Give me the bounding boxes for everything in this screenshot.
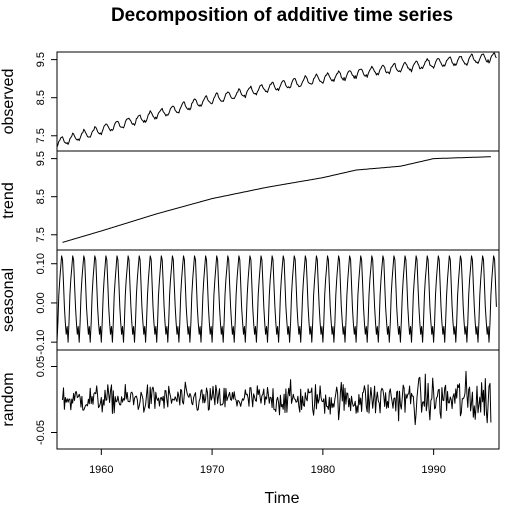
panel-label-random: random [0, 372, 17, 426]
y-tick-label-observed: 9.5 [35, 52, 47, 67]
y-tick-label-trend: 8.5 [35, 189, 47, 204]
series-line-seasonal [56, 255, 497, 343]
chart-title: Decomposition of additive time series [111, 5, 453, 26]
x-tick-label: 1970 [200, 464, 224, 476]
panel-label-seasonal: seasonal [0, 268, 17, 332]
y-tick-label-seasonal: -0.10 [35, 330, 47, 355]
series-line-trend [62, 156, 491, 243]
panel-random: -0.05 0.05 random [0, 349, 500, 450]
panel-frame-trend [56, 150, 500, 251]
panel-seasonal: -0.10 0.00 0.10 seasonal [0, 249, 500, 355]
panel-observed: 7.5 8.5 9.5 observed [0, 51, 500, 152]
y-tick-label-trend: 7.5 [35, 227, 47, 242]
x-axis: 1960 1970 1980 1990 [89, 449, 446, 476]
series-line-random [62, 370, 492, 426]
panels: 7.5 8.5 9.5 observed 7.5 8.5 9.5 trend -0.10 0.00… [0, 51, 500, 450]
x-tick-label: 1960 [89, 464, 113, 476]
panel-label-observed: observed [0, 69, 17, 135]
y-tick-label-random: 0.05 [35, 356, 47, 377]
y-tick-label-seasonal: 0.10 [35, 253, 47, 274]
y-tick-label-seasonal: 0.00 [35, 292, 47, 313]
x-tick-label: 1990 [421, 464, 445, 476]
panel-label-trend: trend [0, 182, 17, 218]
panel-frame-random [56, 349, 500, 450]
y-tick-label-random: -0.05 [35, 420, 47, 445]
x-axis-label: Time [265, 490, 300, 507]
panel-trend: 7.5 8.5 9.5 trend [0, 150, 500, 251]
x-tick-label: 1980 [311, 464, 335, 476]
y-tick-label-observed: 7.5 [35, 128, 47, 143]
y-tick-label-observed: 8.5 [35, 90, 47, 105]
y-tick-label-trend: 9.5 [35, 151, 47, 166]
series-line-observed [56, 52, 497, 148]
